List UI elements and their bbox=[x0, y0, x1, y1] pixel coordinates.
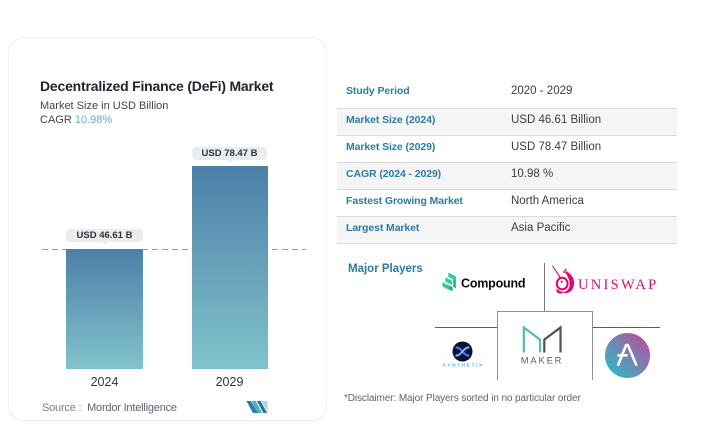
svg-text:Compound: Compound bbox=[461, 277, 525, 291]
svg-text:UNISWAP: UNISWAP bbox=[578, 277, 659, 293]
svg-text:SYNTHETIX: SYNTHETIX bbox=[443, 363, 484, 368]
svg-text:MAKER: MAKER bbox=[521, 356, 564, 366]
